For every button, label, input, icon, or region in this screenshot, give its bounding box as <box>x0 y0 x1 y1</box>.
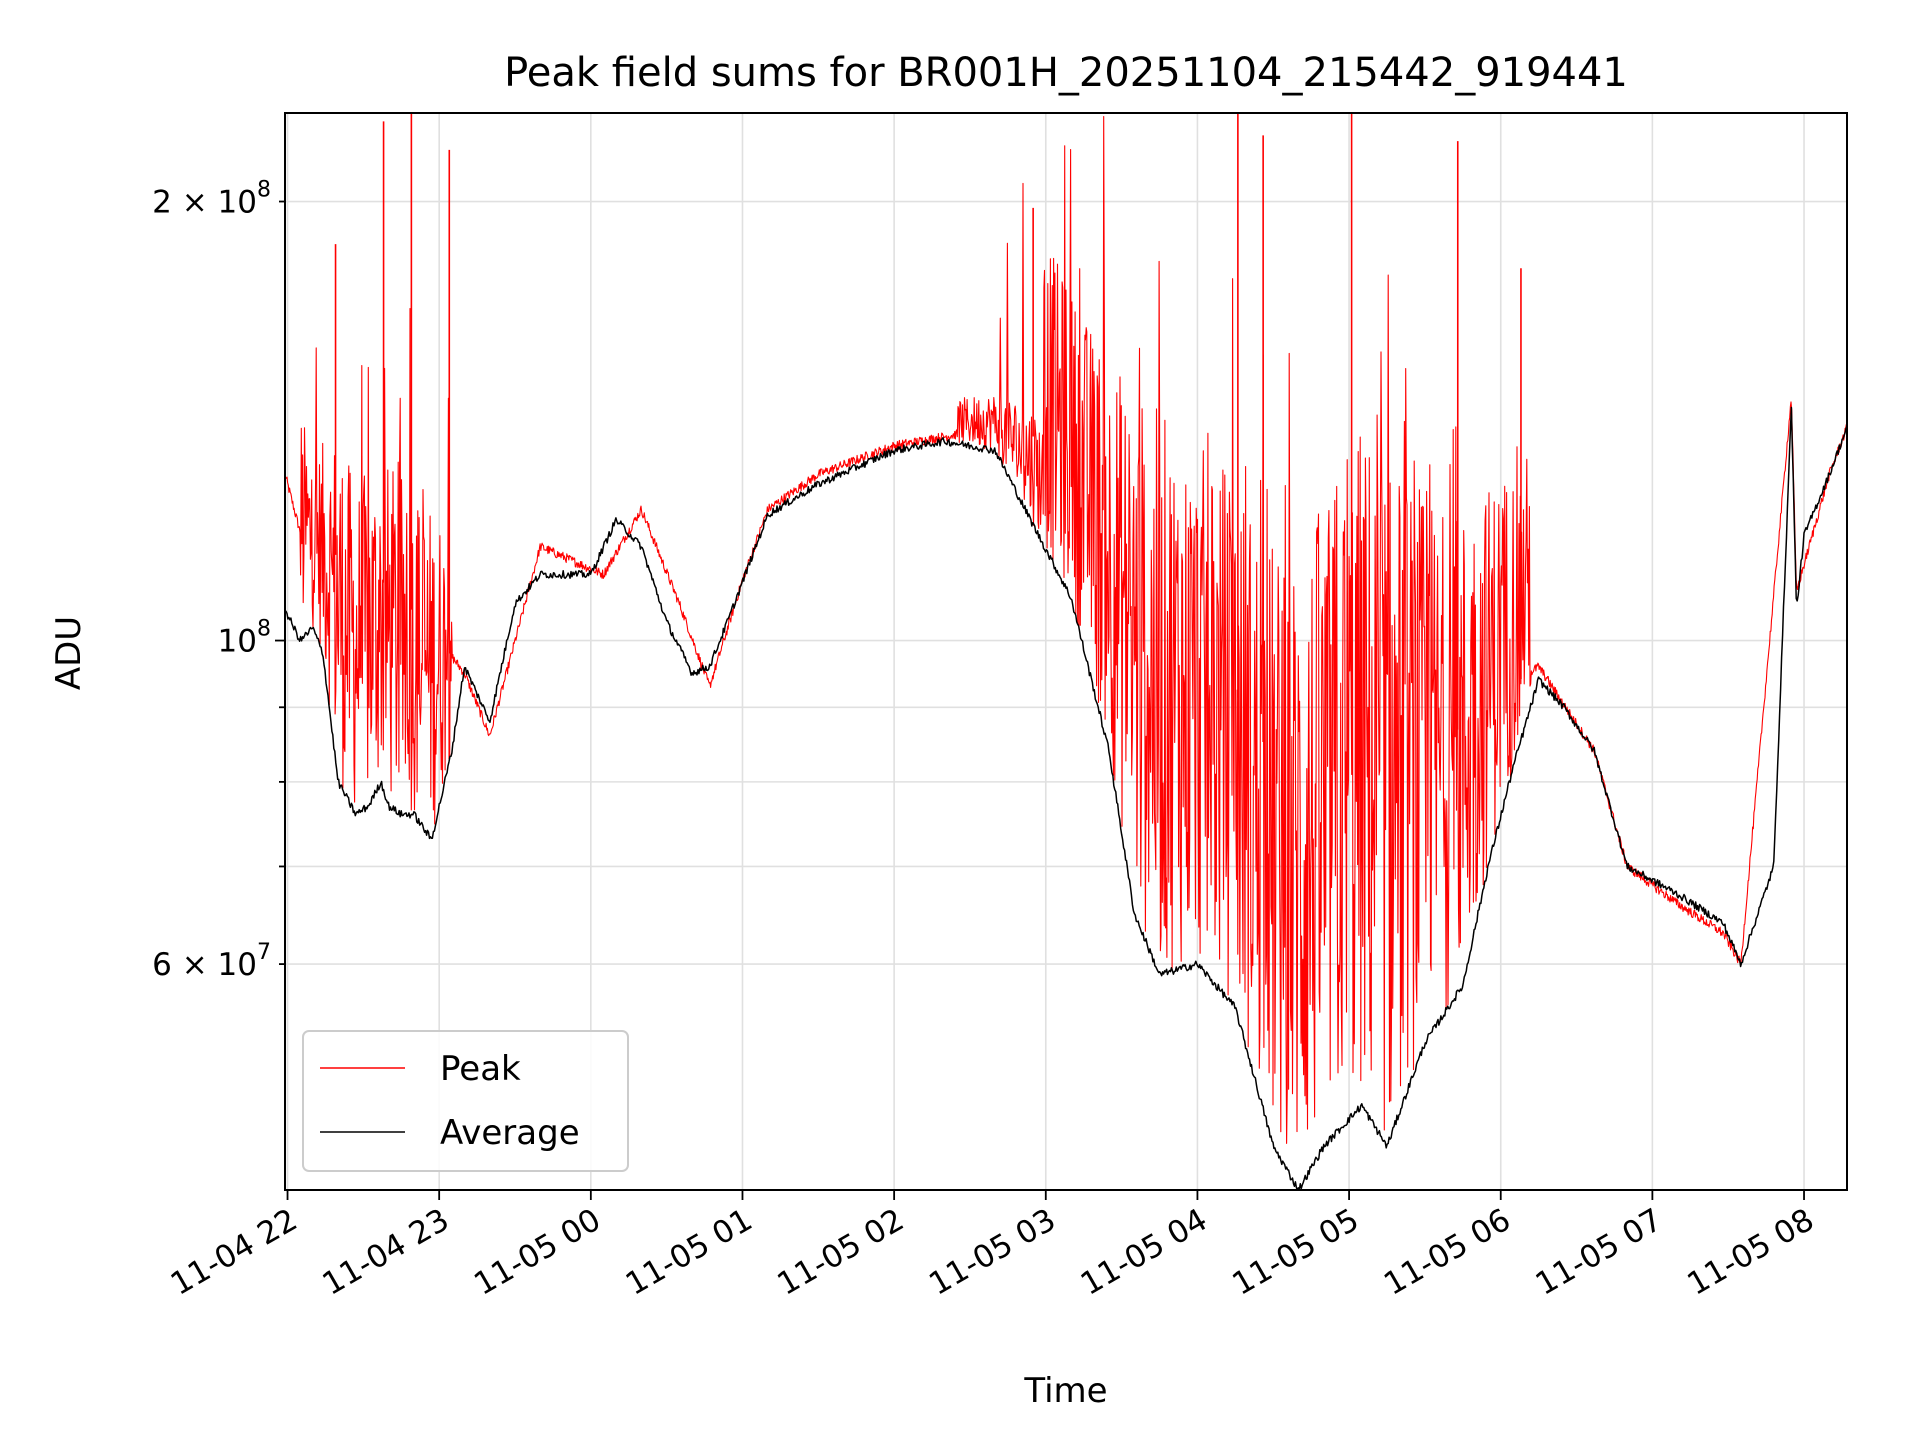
legend-box <box>302 1030 629 1172</box>
y-tick-label: 6 × 107 <box>152 940 271 983</box>
legend: Peak Average <box>302 1030 629 1172</box>
legend-label-peak: Peak <box>440 1049 521 1089</box>
legend-label-average: Average <box>440 1113 580 1153</box>
y-axis-label: ADU <box>49 616 89 690</box>
x-axis-label: Time <box>1023 1371 1107 1411</box>
y-tick-label: 2 × 108 <box>152 178 271 221</box>
series-line-average <box>284 406 1848 1191</box>
axes-frame <box>284 112 1848 1191</box>
grid <box>285 113 1847 1190</box>
chart-title: Peak field sums for BR001H_20251104_2154… <box>504 50 1628 96</box>
plot-area <box>284 113 1848 1191</box>
series-line-peak <box>284 115 1848 1144</box>
y-tick-label: 108 <box>218 617 271 660</box>
